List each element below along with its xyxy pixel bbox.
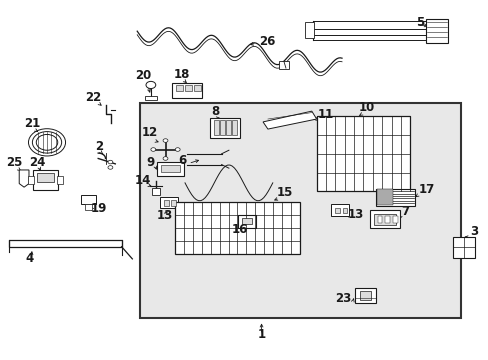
Text: 13: 13 — [347, 208, 364, 221]
Text: 10: 10 — [358, 101, 374, 114]
Bar — [171, 201, 176, 206]
Text: 1: 1 — [257, 328, 265, 341]
Text: 23: 23 — [335, 292, 351, 305]
Text: 17: 17 — [418, 183, 434, 195]
Bar — [152, 188, 159, 195]
Bar — [28, 176, 34, 184]
Text: 11: 11 — [317, 108, 333, 121]
Bar — [193, 85, 200, 91]
Bar — [160, 165, 180, 172]
Circle shape — [151, 148, 156, 151]
Bar — [175, 202, 299, 253]
Text: 7: 7 — [401, 205, 409, 218]
Circle shape — [175, 148, 180, 151]
Bar — [172, 83, 201, 98]
Bar — [210, 118, 239, 138]
Text: 25: 25 — [6, 156, 22, 169]
Bar — [452, 237, 474, 258]
Bar — [425, 19, 447, 42]
Text: 22: 22 — [85, 91, 101, 104]
Bar — [242, 218, 251, 225]
Bar — [377, 216, 382, 223]
Bar — [176, 85, 183, 91]
Text: 19: 19 — [91, 202, 107, 215]
Bar — [392, 216, 397, 223]
Bar — [33, 170, 58, 190]
Bar — [316, 116, 409, 192]
Bar — [57, 176, 62, 184]
Bar — [369, 211, 399, 228]
Polygon shape — [263, 111, 316, 129]
Text: 21: 21 — [24, 117, 41, 130]
Circle shape — [108, 166, 113, 169]
Text: 2: 2 — [95, 140, 103, 153]
Bar — [157, 162, 183, 176]
Bar — [354, 288, 375, 303]
Polygon shape — [19, 170, 29, 187]
Text: 5: 5 — [415, 16, 424, 29]
Bar — [342, 208, 346, 213]
Text: 20: 20 — [135, 69, 151, 82]
Bar — [84, 204, 92, 210]
Bar — [184, 85, 191, 91]
Bar — [305, 22, 313, 39]
Bar — [9, 240, 122, 247]
Bar — [160, 197, 177, 208]
Bar — [334, 208, 339, 213]
Bar — [375, 189, 414, 206]
Bar — [231, 121, 236, 135]
Text: 9: 9 — [146, 156, 155, 169]
Text: 8: 8 — [211, 105, 219, 118]
Bar — [330, 204, 348, 216]
Bar — [214, 121, 219, 135]
Bar — [140, 103, 461, 318]
Bar — [163, 201, 168, 206]
Bar — [385, 216, 389, 223]
Bar — [373, 214, 395, 225]
Text: 26: 26 — [259, 35, 275, 49]
Bar — [278, 61, 289, 69]
Bar — [37, 173, 54, 182]
Text: 4: 4 — [26, 252, 34, 265]
Bar — [359, 291, 370, 300]
Bar — [225, 121, 230, 135]
Text: 15: 15 — [276, 186, 292, 199]
Circle shape — [146, 81, 156, 89]
Text: 3: 3 — [469, 225, 477, 238]
Bar — [238, 215, 255, 228]
Bar — [376, 189, 392, 205]
Bar — [220, 121, 224, 135]
Text: 24: 24 — [29, 156, 45, 169]
Bar — [81, 195, 96, 204]
Text: 16: 16 — [231, 223, 247, 236]
Text: 14: 14 — [135, 174, 151, 186]
Text: 13: 13 — [156, 209, 172, 222]
Bar — [145, 96, 157, 100]
Circle shape — [163, 139, 167, 142]
Text: 12: 12 — [141, 126, 157, 139]
Text: 18: 18 — [174, 68, 190, 81]
Circle shape — [163, 157, 167, 160]
Circle shape — [108, 160, 113, 164]
Text: 6: 6 — [178, 153, 186, 167]
